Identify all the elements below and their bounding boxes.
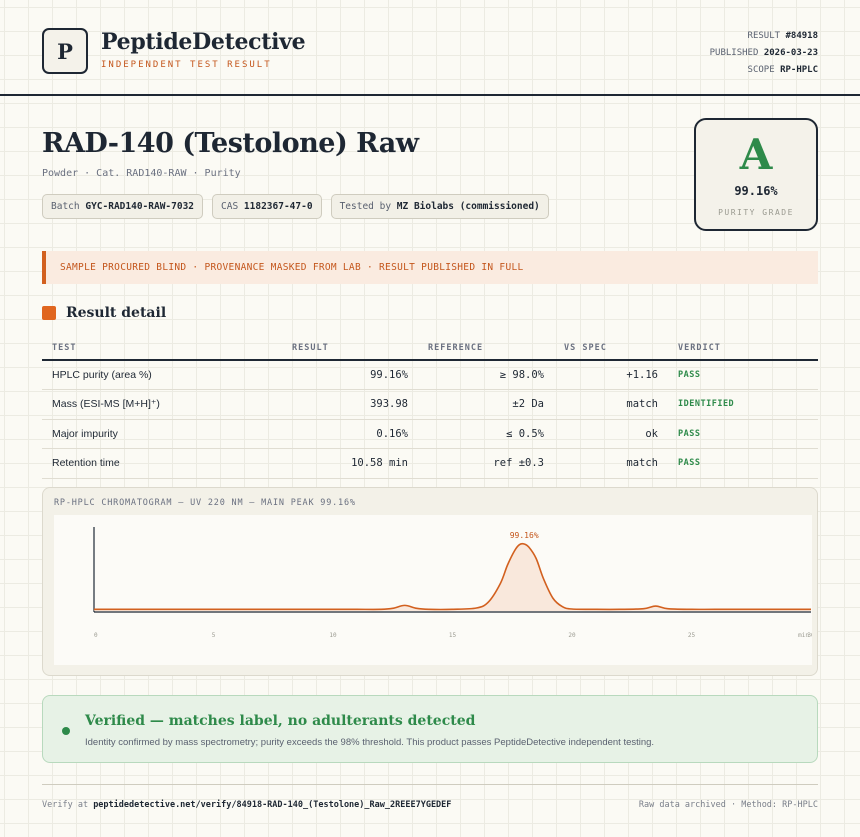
batch-chip: Batch GYC-RAD140-RAW-7032 (42, 194, 204, 219)
x-tick-label: 15 (449, 632, 457, 639)
cell-result: 99.16% (282, 360, 418, 390)
chip-label: Tested by (339, 201, 392, 212)
product-chips: Batch GYC-RAD140-RAW-7032 CAS 1182367-47… (42, 194, 549, 219)
chip-value: MZ Biolabs (commissioned) (396, 201, 540, 212)
section-title: Result detail (66, 305, 167, 321)
product-title: RAD-140 (Testolone) Raw (42, 128, 419, 159)
x-tick-label: 25 (688, 632, 696, 639)
verify-link-line: Verify at peptidedetective.net/verify/84… (42, 800, 451, 810)
cell-test: HPLC purity (area %) (42, 360, 282, 390)
cell-reference: ref ±0.3 (418, 448, 554, 479)
report-footer: Verify at peptidedetective.net/verify/84… (42, 784, 818, 810)
chromatogram-chart: 99.16% 0 5 10 15 20 25 30min (93, 527, 815, 639)
cell-test: Mass (ESI-MS [M+H]⁺) (42, 389, 282, 420)
brand-name: PeptideDetective (101, 29, 306, 55)
verified-dot-icon (62, 727, 70, 735)
verified-banner: Verified — matches label, no adulterants… (42, 695, 818, 763)
cell-test: Major impurity (42, 419, 282, 449)
meta-published-value: 2026-03-23 (763, 48, 818, 58)
cell-vs-spec: ok (554, 419, 668, 449)
cell-reference: ≥ 98.0% (418, 360, 554, 390)
footer-archive-note: Raw data archived · Method: RP-HPLC (638, 800, 818, 810)
chip-value: 1182367-47-0 (243, 201, 313, 212)
cell-result: 0.16% (282, 419, 418, 449)
peak-area-fill (94, 543, 811, 611)
chip-label: Batch (51, 201, 80, 212)
table-header-row: TEST RESULT REFERENCE VS SPEC VERDICT (42, 337, 818, 361)
purity-grade-card: A 99.16% PURITY GRADE (694, 118, 818, 231)
x-tick-label: 5 (212, 632, 216, 639)
report-header: P PeptideDetective INDEPENDENT TEST RESU… (0, 0, 860, 96)
grade-purity: 99.16% (734, 184, 778, 198)
cell-vs-spec: +1.16 (554, 360, 668, 390)
meta-result: RESULT #84918 (710, 28, 818, 45)
x-tick-label: 30 (807, 632, 812, 639)
meta-scope-label: SCOPE (747, 65, 775, 75)
brand-logo: P (42, 28, 88, 74)
report-meta: RESULT #84918 PUBLISHED 2026-03-23 SCOPE… (710, 28, 818, 79)
grade-letter: A (739, 130, 773, 179)
meta-published-label: PUBLISHED (709, 48, 759, 58)
product-subtitle: Powder · Cat. RAD140-RAW · Purity (42, 168, 241, 179)
chip-label: CAS (221, 201, 239, 212)
cell-verdict: IDENTIFIED (668, 389, 818, 420)
result-table: TEST RESULT REFERENCE VS SPEC VERDICT HP… (42, 337, 818, 479)
cell-result: 393.98 (282, 389, 418, 420)
verify-url-link[interactable]: peptidedetective.net/verify/84918-RAD-14… (93, 800, 452, 810)
cell-reference: ≤ 0.5% (418, 419, 554, 449)
table-row: Retention time 10.58 min ref ±0.3 match … (42, 448, 818, 479)
x-unit-label: min (798, 632, 809, 639)
col-header-reference: REFERENCE (418, 337, 554, 361)
verified-text: Identity confirmed by mass spectrometry;… (85, 737, 655, 748)
blind-sample-notice: SAMPLE PROCURED BLIND · PROVENANCE MASKE… (42, 251, 818, 284)
cell-reference: ±2 Da (418, 389, 554, 420)
cell-test: Retention time (42, 448, 282, 479)
col-header-verdict: VERDICT (668, 337, 818, 361)
cell-result: 10.58 min (282, 448, 418, 479)
table-row: Mass (ESI-MS [M+H]⁺) 393.98 ±2 Da match … (42, 389, 818, 420)
cell-verdict: PASS (668, 419, 818, 449)
cell-verdict: PASS (668, 448, 818, 479)
peak-label: 99.16% (510, 531, 539, 540)
x-tick-label: 0 (94, 632, 98, 639)
meta-result-label: RESULT (747, 31, 781, 41)
chart-title: RP-HPLC CHROMATOGRAM — UV 220 NM — MAIN … (54, 498, 356, 508)
result-detail-heading: Result detail (42, 305, 166, 321)
col-header-test: TEST (42, 337, 282, 361)
chromatogram-series-line (93, 542, 811, 611)
x-tick-label: 10 (329, 632, 337, 639)
cas-chip: CAS 1182367-47-0 (212, 194, 322, 219)
col-header-result: RESULT (282, 337, 418, 361)
verify-label: Verify at (42, 800, 89, 810)
chip-value: GYC-RAD140-RAW-7032 (85, 201, 195, 212)
tested-by-chip: Tested by MZ Biolabs (commissioned) (330, 194, 549, 219)
meta-result-value: #84918 (785, 31, 818, 41)
cell-verdict: PASS (668, 360, 818, 390)
meta-published: PUBLISHED 2026-03-23 (710, 45, 818, 62)
table-row: Major impurity 0.16% ≤ 0.5% ok PASS (42, 419, 818, 449)
cell-vs-spec: match (554, 448, 668, 479)
chromatogram-panel: RP-HPLC CHROMATOGRAM — UV 220 NM — MAIN … (42, 487, 818, 676)
col-header-vs-spec: VS SPEC (554, 337, 668, 361)
grade-label: PURITY GRADE (718, 208, 794, 217)
brand-tagline: INDEPENDENT TEST RESULT (101, 60, 272, 70)
chart-area: 99.16% 0 5 10 15 20 25 30min (54, 515, 815, 665)
table-row: HPLC purity (area %) 99.16% ≥ 98.0% +1.1… (42, 360, 818, 390)
section-marker-icon (42, 306, 56, 320)
verified-title: Verified — matches label, no adulterants… (85, 713, 476, 729)
x-tick-label: 20 (568, 632, 576, 639)
meta-scope-value: RP-HPLC (780, 65, 818, 75)
meta-scope: SCOPE RP-HPLC (710, 62, 818, 79)
cell-vs-spec: match (554, 389, 668, 420)
